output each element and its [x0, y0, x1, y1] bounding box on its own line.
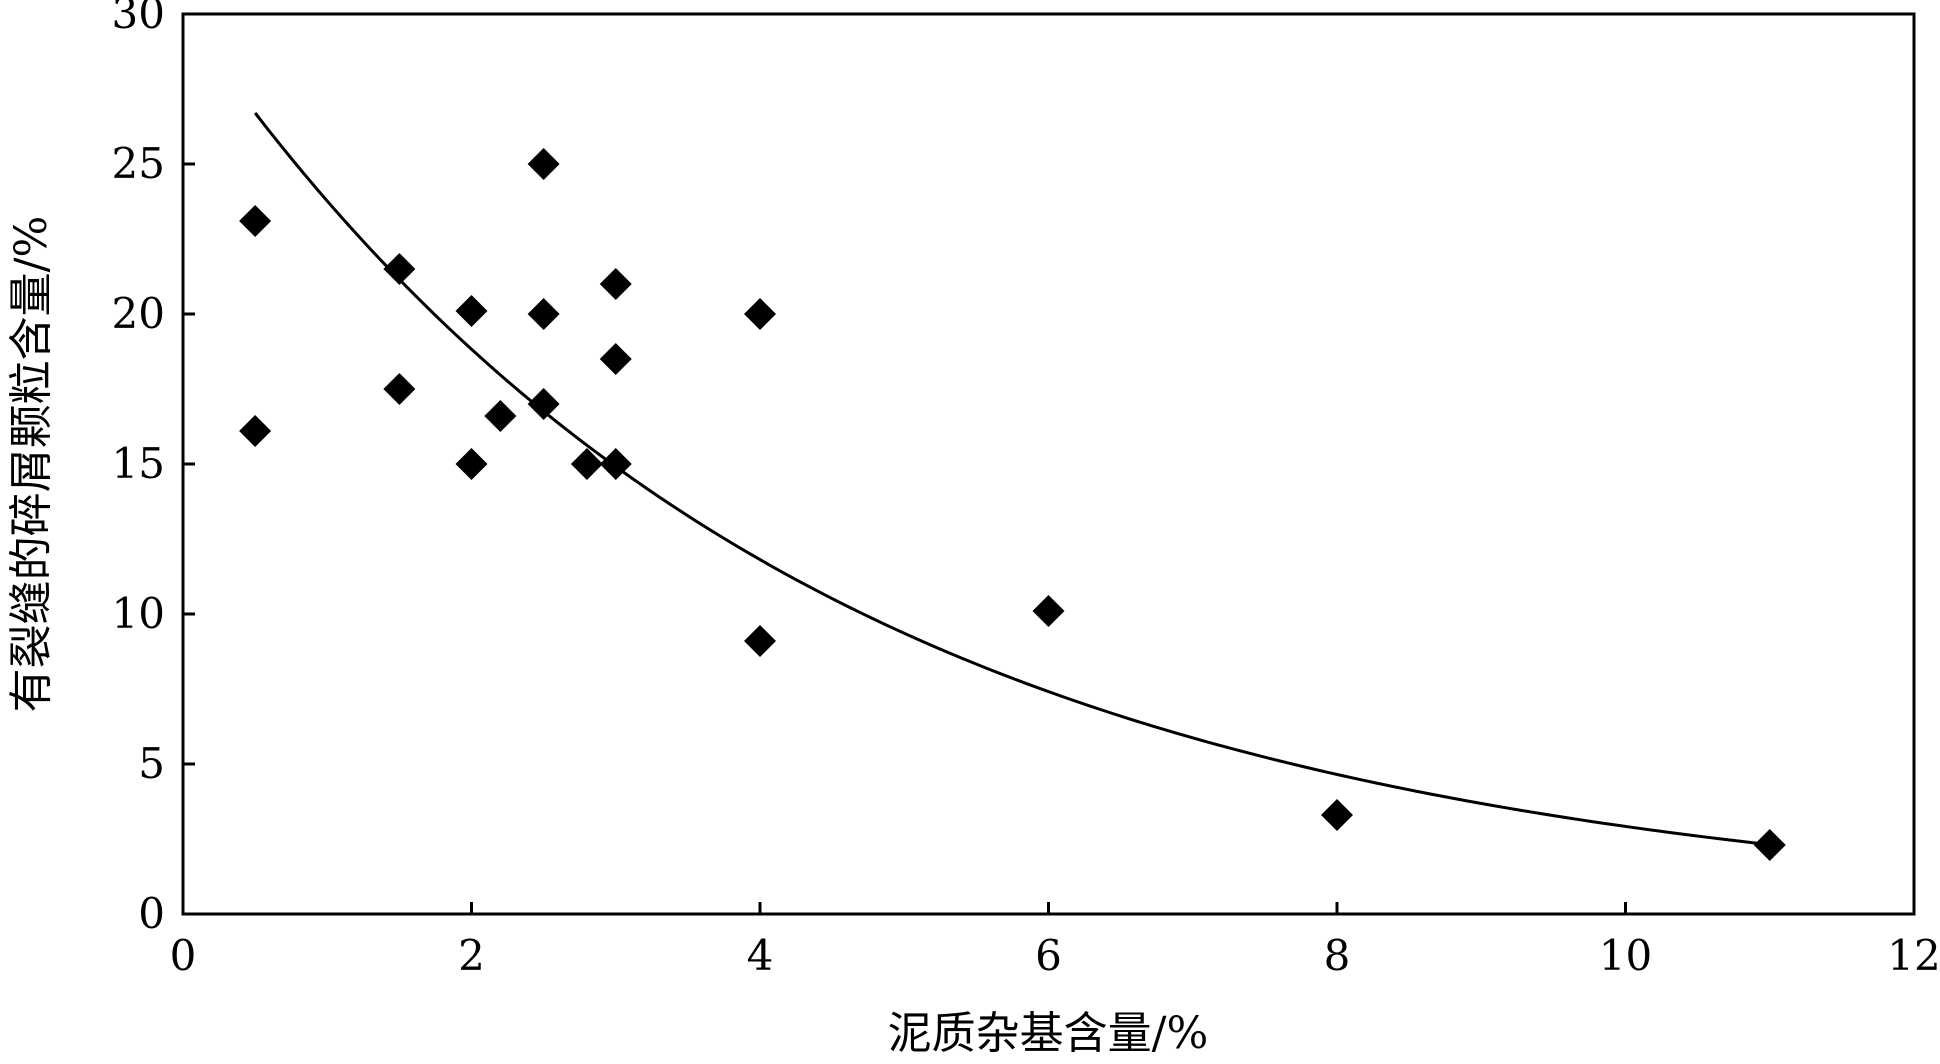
y-tick-label: 20: [112, 289, 165, 338]
data-point-marker: [455, 295, 488, 327]
x-tick-label: 4: [747, 931, 774, 980]
data-point-marker: [599, 448, 632, 480]
data-point-marker: [599, 268, 632, 300]
data-point-marker: [599, 343, 632, 375]
data-point-marker: [239, 205, 272, 237]
x-tick-label: 0: [170, 931, 197, 980]
x-tick-label: 8: [1324, 931, 1351, 980]
y-tick-label: 0: [138, 889, 165, 938]
x-tick-label: 12: [1887, 931, 1940, 980]
y-axis-ticks: 0 5 10 15 20 25 30: [112, 0, 195, 938]
data-point-marker: [383, 373, 416, 405]
plot-area-frame: [181, 12, 1916, 916]
data-point-marker: [744, 625, 776, 657]
data-points: [239, 148, 1786, 861]
data-point-marker: [570, 448, 603, 480]
data-point-marker: [1032, 595, 1065, 627]
y-axis-title: 有裂缝的碎屑颗粒含量/%: [6, 216, 57, 713]
data-point-marker: [455, 448, 488, 480]
y-tick-label: 15: [112, 439, 165, 488]
data-point-marker: [527, 298, 560, 330]
y-tick-label: 10: [112, 589, 165, 638]
y-tick-label: 30: [112, 0, 165, 38]
trend-line: [253, 112, 1770, 847]
data-point-marker: [744, 298, 776, 330]
y-tick-label: 5: [138, 739, 165, 788]
x-tick-label: 10: [1599, 931, 1652, 980]
x-tick-label: 6: [1035, 931, 1062, 980]
x-tick-label: 2: [458, 931, 485, 980]
data-point-marker: [383, 253, 416, 285]
x-axis-title: 泥质杂基含量/%: [888, 1008, 1209, 1059]
data-point-marker: [527, 148, 560, 180]
data-point-marker: [527, 388, 560, 420]
data-point-marker: [1753, 829, 1786, 861]
data-point-marker: [1321, 799, 1353, 831]
data-point-marker: [484, 400, 517, 432]
x-axis-ticks: 0 2 4 6 8 10 12: [170, 902, 1940, 980]
data-point-marker: [239, 415, 272, 447]
y-tick-label: 25: [112, 139, 165, 188]
